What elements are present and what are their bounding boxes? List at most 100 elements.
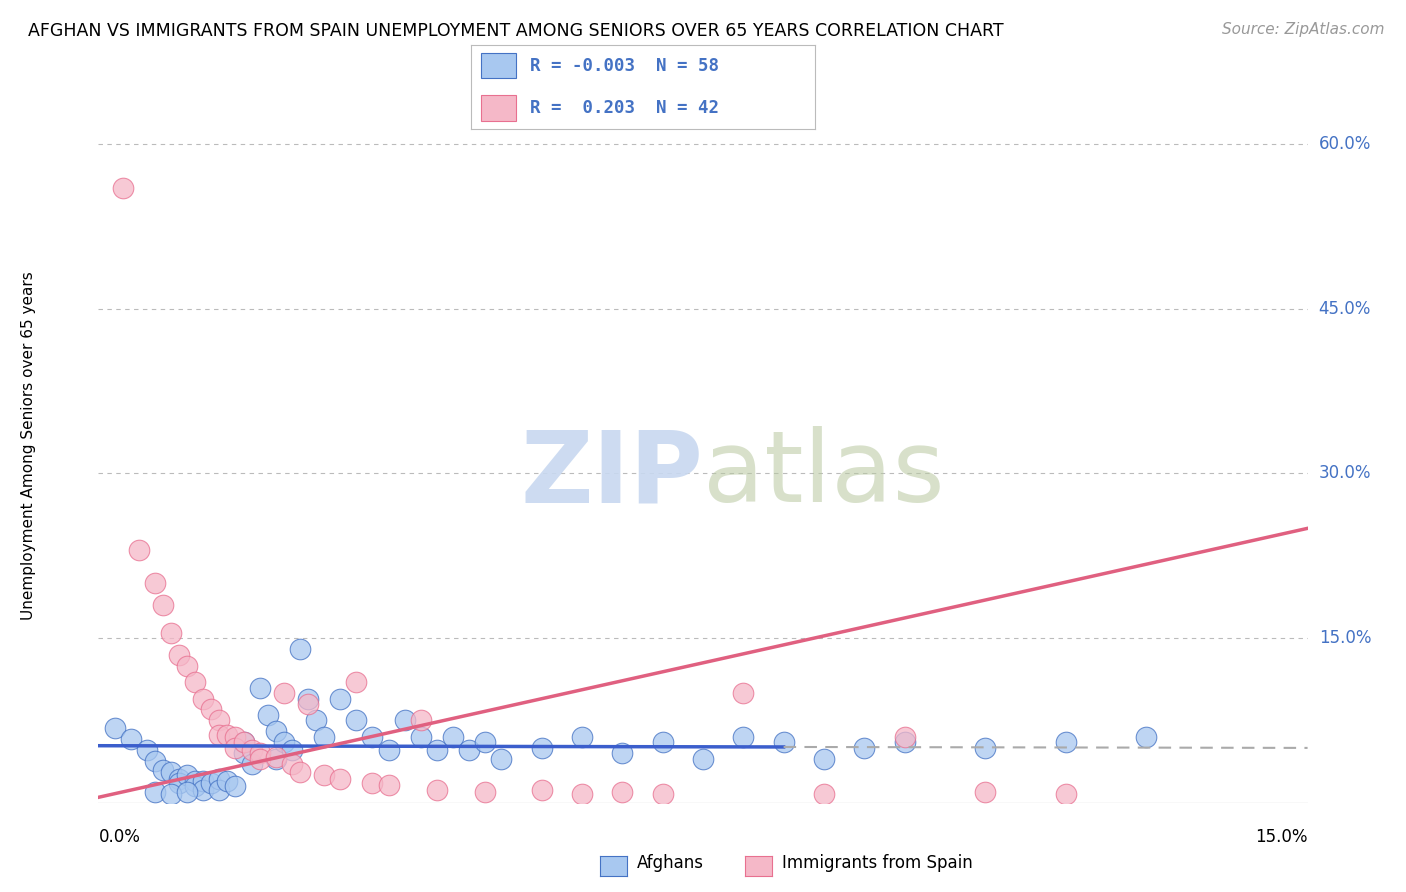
Text: 0.0%: 0.0%	[98, 828, 141, 846]
Point	[571, 730, 593, 744]
Point	[120, 732, 142, 747]
Point	[232, 735, 254, 749]
Point	[273, 686, 295, 700]
Point	[143, 754, 166, 768]
Text: R = -0.003  N = 58: R = -0.003 N = 58	[530, 57, 718, 75]
Point	[813, 752, 835, 766]
Point	[651, 735, 673, 749]
Point	[297, 697, 319, 711]
Point	[208, 714, 231, 728]
Point	[217, 728, 239, 742]
Point	[772, 735, 794, 749]
Point	[167, 648, 190, 662]
Text: 15.0%: 15.0%	[1319, 629, 1371, 647]
Bar	[481, 95, 516, 120]
Point	[297, 691, 319, 706]
Bar	[481, 54, 516, 78]
Point	[249, 752, 271, 766]
Point	[184, 675, 207, 690]
Point	[813, 787, 835, 801]
Point	[176, 785, 198, 799]
Point	[491, 752, 513, 766]
Point	[224, 780, 246, 794]
Point	[361, 776, 384, 790]
Point	[249, 681, 271, 695]
Point	[143, 785, 166, 799]
Point	[409, 714, 432, 728]
Text: ZIP: ZIP	[520, 426, 703, 523]
Point	[264, 724, 287, 739]
Point	[377, 743, 399, 757]
Point	[167, 772, 190, 786]
Text: R =  0.203  N = 42: R = 0.203 N = 42	[530, 99, 718, 117]
Text: Source: ZipAtlas.com: Source: ZipAtlas.com	[1222, 22, 1385, 37]
Point	[160, 787, 183, 801]
Point	[135, 743, 157, 757]
Point	[329, 772, 352, 786]
Text: Immigrants from Spain: Immigrants from Spain	[782, 855, 973, 872]
Text: Unemployment Among Seniors over 65 years: Unemployment Among Seniors over 65 years	[21, 272, 37, 620]
Point	[184, 780, 207, 794]
Point	[240, 757, 263, 772]
Point	[273, 735, 295, 749]
Point	[692, 752, 714, 766]
Point	[361, 730, 384, 744]
Point	[733, 686, 755, 700]
Point	[612, 747, 634, 761]
Point	[224, 740, 246, 755]
Point	[152, 598, 174, 612]
Point	[208, 782, 231, 797]
Point	[893, 735, 915, 749]
Point	[377, 778, 399, 792]
Point	[176, 658, 198, 673]
Text: 45.0%: 45.0%	[1319, 300, 1371, 318]
Point	[224, 730, 246, 744]
Point	[217, 773, 239, 788]
Point	[1054, 787, 1077, 801]
Point	[143, 576, 166, 591]
Point	[281, 743, 304, 757]
Point	[184, 773, 207, 788]
Point	[733, 730, 755, 744]
Point	[167, 776, 190, 790]
Point	[176, 768, 198, 782]
Point	[288, 642, 311, 657]
Point	[193, 782, 215, 797]
Point	[160, 625, 183, 640]
Point	[232, 735, 254, 749]
Text: atlas: atlas	[703, 426, 945, 523]
Point	[256, 708, 278, 723]
Point	[441, 730, 464, 744]
Text: Afghans: Afghans	[637, 855, 703, 872]
Point	[208, 728, 231, 742]
Text: 30.0%: 30.0%	[1319, 465, 1371, 483]
Point	[193, 773, 215, 788]
Point	[249, 747, 271, 761]
Point	[232, 747, 254, 761]
Point	[530, 782, 553, 797]
Point	[103, 721, 125, 735]
Point	[288, 765, 311, 780]
Text: AFGHAN VS IMMIGRANTS FROM SPAIN UNEMPLOYMENT AMONG SENIORS OVER 65 YEARS CORRELA: AFGHAN VS IMMIGRANTS FROM SPAIN UNEMPLOY…	[28, 22, 1004, 40]
Point	[128, 543, 150, 558]
Text: 15.0%: 15.0%	[1256, 828, 1308, 846]
Point	[344, 714, 367, 728]
Point	[314, 768, 336, 782]
Point	[409, 730, 432, 744]
Point	[1135, 730, 1157, 744]
Point	[160, 765, 183, 780]
Point	[344, 675, 367, 690]
Point	[394, 714, 416, 728]
Point	[264, 752, 287, 766]
Point	[314, 730, 336, 744]
Point	[200, 702, 222, 716]
Point	[281, 757, 304, 772]
Point	[1054, 735, 1077, 749]
Point	[426, 743, 449, 757]
Text: 60.0%: 60.0%	[1319, 135, 1371, 153]
Point	[152, 763, 174, 777]
Point	[474, 735, 496, 749]
Point	[974, 740, 997, 755]
Point	[853, 740, 876, 755]
Point	[329, 691, 352, 706]
